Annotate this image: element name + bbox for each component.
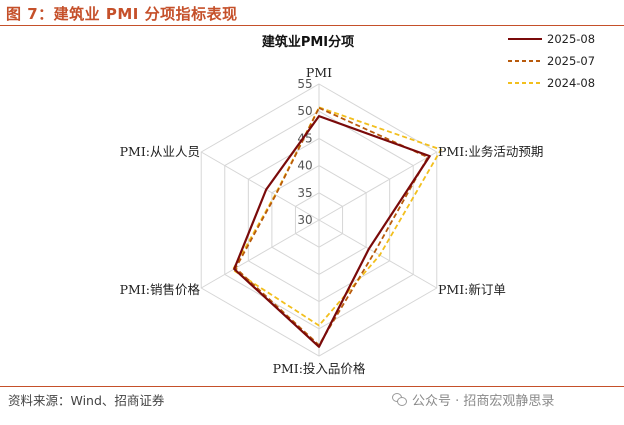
radar-axis-labels: PMI PMI:业务活动预期 PMI:新订单 PMI:投入品价格 PMI:销售价格 PMI…: [120, 65, 544, 376]
grid-spoke: [200, 219, 320, 289]
bottom-divider: [0, 386, 624, 387]
axis-label: PMI: [306, 65, 332, 80]
grid-spoke: [318, 219, 438, 289]
series-line-2025-08: [233, 114, 431, 348]
radar-series: [231, 106, 442, 348]
tick-label: 30: [297, 213, 312, 227]
axis-label: PMI:销售价格: [120, 282, 201, 297]
legend-item-2025-08: 2025-08: [508, 28, 595, 50]
top-divider: [0, 25, 624, 26]
grid-spoke: [200, 151, 320, 221]
axis-label: PMI:业务活动预期: [438, 144, 543, 159]
figure-title: 图 7：建筑业 PMI 分项指标表现: [6, 5, 238, 23]
legend-item-2024-08: 2024-08: [508, 72, 595, 94]
tick-label: 35: [297, 186, 312, 200]
tick-label: 55: [297, 77, 312, 91]
grid-spoke: [318, 151, 438, 221]
legend-label: 2025-08: [547, 32, 596, 46]
watermark: 公众号 · 招商宏观静思录: [392, 390, 554, 409]
legend-label: 2024-08: [547, 76, 596, 90]
tick-label: 50: [297, 104, 312, 118]
legend-item-2025-07: 2025-07: [508, 50, 595, 72]
legend-swatch: [508, 38, 542, 40]
wechat-icon: [392, 393, 407, 406]
watermark-text: 公众号 · 招商宏观静思录: [412, 394, 555, 409]
tick-label: 40: [297, 159, 312, 173]
axis-label: PMI:投入品价格: [273, 361, 366, 376]
legend-swatch: [508, 60, 542, 62]
chart-title: 建筑业PMI分项: [262, 34, 354, 50]
chart-legend: 2025-08 2025-07 2024-08: [508, 28, 595, 94]
series-line-2024-08: [231, 106, 442, 327]
axis-label: PMI:从业人员: [120, 144, 200, 159]
axis-label: PMI:新订单: [438, 282, 506, 297]
legend-swatch: [508, 82, 542, 84]
source-note: 资料来源：Wind、招商证券: [8, 393, 165, 408]
legend-label: 2025-07: [547, 54, 596, 68]
radar-grid: [200, 83, 438, 357]
